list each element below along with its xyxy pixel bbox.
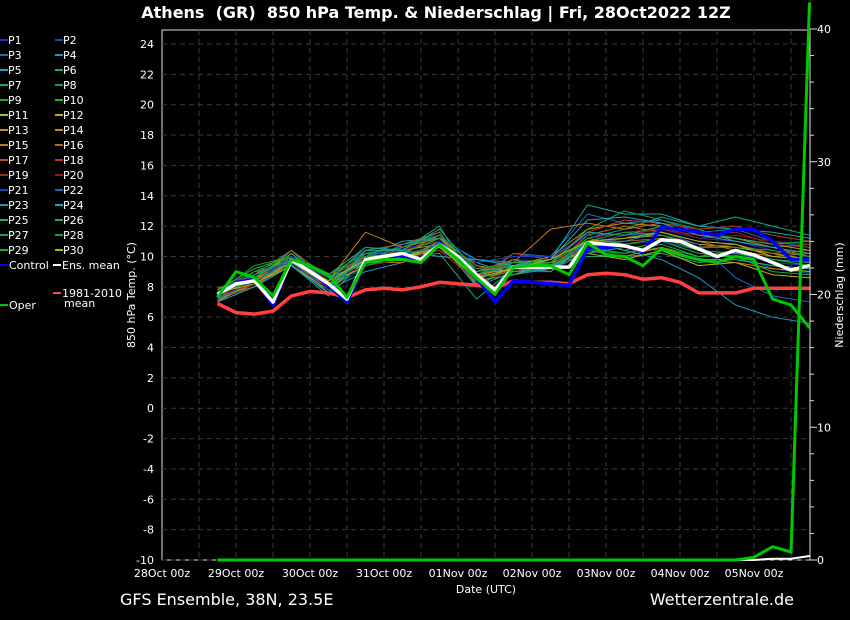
y-tick-label: 22 [140, 68, 154, 81]
x-tick-label: 31Oct 00z [356, 567, 413, 580]
y-tick-label: -10 [136, 554, 154, 567]
y2-tick-label: 20 [817, 289, 831, 302]
y2-axis-label: Niederschlag (mm) [833, 242, 846, 347]
y2-tick-label: 10 [817, 421, 831, 434]
x-tick-label: 02Nov 00z [503, 567, 562, 580]
main-series [216, 225, 811, 329]
legend-label-p23: P23 [8, 199, 29, 212]
y-tick-label: 20 [140, 99, 154, 112]
legend-label-oper: Oper [9, 299, 36, 312]
y-tick-label: -4 [143, 463, 154, 476]
y2-tick-label: 40 [817, 23, 831, 36]
y-tick-label: -8 [143, 524, 154, 537]
x-tick-label: 28Oct 00z [134, 567, 191, 580]
y-tick-label: 10 [140, 250, 154, 263]
legend-label-p2: P2 [63, 34, 77, 47]
y-tick-label: 12 [140, 220, 154, 233]
chart-title: Athens (GR) 850 hPa Temp. & Niederschlag… [141, 3, 730, 23]
legend-label-ens-mean: Ens. mean [62, 259, 120, 272]
y-tick-label: -6 [143, 493, 154, 506]
series-oper [216, 241, 811, 329]
x-axis-label: Date (UTC) [456, 583, 516, 596]
legend-label-p18: P18 [63, 154, 84, 167]
y2-tick-label: 30 [817, 156, 831, 169]
y2-tick-label: 0 [817, 554, 824, 567]
legend-label-p6: P6 [63, 64, 77, 77]
y-tick-label: 18 [140, 129, 154, 142]
legend-label-p15: P15 [8, 139, 29, 152]
legend-label-p29: P29 [8, 244, 29, 257]
legend-label-p1: P1 [8, 34, 22, 47]
legend-label-p8: P8 [63, 79, 77, 92]
legend-label-p21: P21 [8, 184, 29, 197]
x-tick-label: 04Nov 00z [651, 567, 710, 580]
legend-label-p19: P19 [8, 169, 29, 182]
legend-label-clim-2: mean [64, 297, 95, 310]
legend-label-p24: P24 [63, 199, 84, 212]
footer-model: GFS Ensemble, 38N, 23.5E [120, 590, 333, 609]
legend-label-p11: P11 [8, 109, 29, 122]
legend-label-p9: P9 [8, 94, 22, 107]
y-tick-label: 0 [147, 402, 154, 415]
y-tick-label: 14 [140, 190, 154, 203]
y-tick-label: 2 [147, 372, 154, 385]
y-tick-label: 6 [147, 311, 154, 324]
x-tick-label: 01Nov 00z [429, 567, 488, 580]
legend-label-p7: P7 [8, 79, 22, 92]
y-tick-label: 16 [140, 159, 154, 172]
legend-label-clim: 1981-2010 [62, 287, 122, 300]
y2-axis-ticks: 40 30 20 10 0 [810, 23, 831, 567]
y-axis-label: 850 hPa Temp. (°C) [125, 242, 138, 348]
x-tick-label: 29Oct 00z [208, 567, 265, 580]
legend: P1 P2 P3 P4 P5 P6 P7 P8 P9 P10 P11 P12 P13 P14 P15 P16 P… [0, 34, 122, 312]
y-tick-label: -2 [143, 433, 154, 446]
legend-label-p25: P25 [8, 214, 29, 227]
legend-label-p16: P16 [63, 139, 84, 152]
legend-label-p14: P14 [63, 124, 84, 137]
legend-label-p22: P22 [63, 184, 84, 197]
precip-oper-line [217, 2, 811, 562]
legend-label-control: Control [9, 259, 49, 272]
x-tick-label: 03Nov 00z [577, 567, 636, 580]
y-tick-label: 8 [147, 281, 154, 294]
y-tick-label: 4 [147, 342, 154, 355]
grid [161, 29, 811, 561]
legend-label-p17: P17 [8, 154, 29, 167]
legend-label-p30: P30 [63, 244, 84, 257]
plot-frame [161, 29, 811, 561]
legend-label-p10: P10 [63, 94, 84, 107]
legend-label-p20: P20 [63, 169, 84, 182]
x-tick-label: 30Oct 00z [282, 567, 339, 580]
legend-label-p4: P4 [63, 49, 77, 62]
legend-label-p12: P12 [63, 109, 84, 122]
x-tick-label: 05Nov 00z [725, 567, 784, 580]
y-tick-label: 24 [140, 38, 154, 51]
precipitation [217, 2, 811, 562]
legend-label-p28: P28 [63, 229, 84, 242]
legend-label-p26: P26 [63, 214, 84, 227]
legend-label-p13: P13 [8, 124, 29, 137]
footer-source: Wetterzentrale.de [650, 590, 794, 609]
legend-label-p5: P5 [8, 64, 22, 77]
legend-label-p3: P3 [8, 49, 22, 62]
x-axis-ticks: 28Oct 00z 29Oct 00z 30Oct 00z 31Oct 00z 01No… [134, 567, 784, 580]
legend-label-p27: P27 [8, 229, 29, 242]
